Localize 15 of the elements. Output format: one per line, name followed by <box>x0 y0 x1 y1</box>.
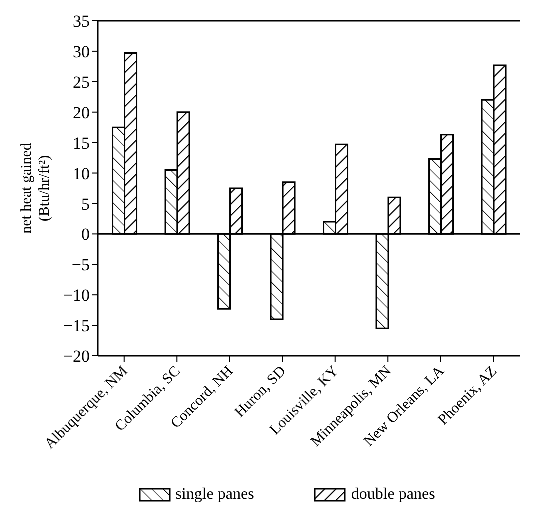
y-axis-title: net heat gained (Btu/hr/ft²) <box>19 142 53 234</box>
y-tick-label: 5 <box>82 194 90 214</box>
y-tick-label: −5 <box>72 256 90 275</box>
y-tick-label: −20 <box>63 347 90 366</box>
y-tick-label: −10 <box>63 286 90 306</box>
legend-label: single panes <box>174 486 254 504</box>
y-tick-label: 0 <box>82 225 90 244</box>
y-tick-label: −15 <box>63 316 90 336</box>
y-tick-label: 35 <box>73 12 90 32</box>
legend-label: double panes <box>350 486 436 504</box>
y-tick-label: 20 <box>73 103 90 122</box>
y-tick-label: 25 <box>73 72 90 92</box>
y-tick-label: 30 <box>73 42 90 62</box>
y-tick-label: 10 <box>73 164 90 184</box>
y-tick-label: 15 <box>73 134 90 153</box>
